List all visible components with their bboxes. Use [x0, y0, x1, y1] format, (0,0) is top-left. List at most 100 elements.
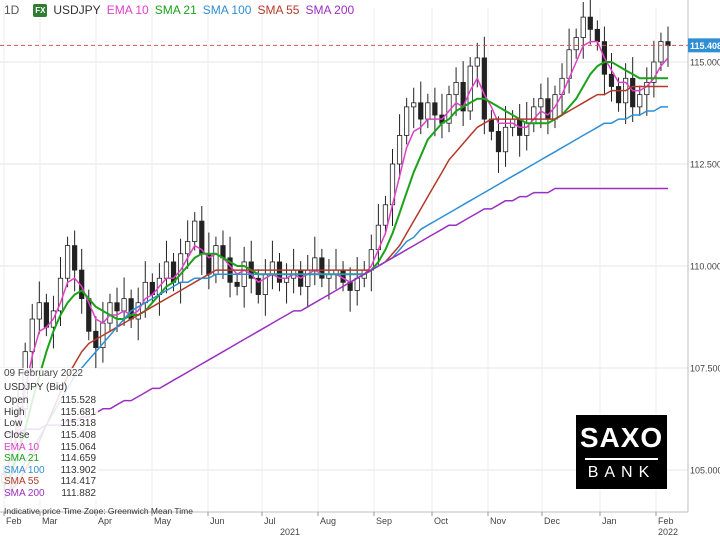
- info-label: Open: [4, 395, 29, 407]
- timeframe-label[interactable]: 1D: [4, 3, 20, 17]
- info-value: 115.528: [60, 395, 96, 407]
- x-tick-label: Oct: [434, 516, 449, 526]
- candle-body: [481, 57, 487, 120]
- candle-body: [460, 82, 466, 112]
- series-line-sma200: [4, 187, 668, 435]
- candle-body: [107, 302, 113, 324]
- info-value: 111.882: [61, 487, 96, 499]
- candle-body: [425, 102, 431, 120]
- info-label: Low: [4, 418, 23, 430]
- candle-body: [594, 28, 600, 43]
- info-value: 114.417: [60, 476, 96, 488]
- info-row-sma55: SMA 55 114.417: [4, 476, 98, 488]
- info-label: SMA 55: [4, 476, 40, 488]
- fx-badge-icon: FX: [33, 3, 48, 17]
- candle-body: [312, 257, 318, 271]
- price-tag-box: [688, 38, 720, 53]
- info-value: 115.681: [60, 406, 96, 418]
- info-row-high: High 115.681: [4, 407, 98, 419]
- indicator-sma200[interactable]: SMA 200: [305, 3, 355, 17]
- x-tick-label: Aug: [320, 516, 336, 526]
- candle-body: [340, 269, 346, 283]
- y-axis: 115.000 112.500 110.000 107.500 105.000: [690, 58, 720, 476]
- info-label: SMA 100: [4, 464, 45, 476]
- x-tick-label: Dec: [544, 516, 561, 526]
- info-value: 115.318: [60, 418, 96, 430]
- candle-body: [72, 245, 78, 271]
- indicator-sma55[interactable]: SMA 55: [257, 3, 300, 17]
- info-value: 115.408: [60, 429, 96, 441]
- indicator-sma21[interactable]: SMA 21: [154, 3, 197, 17]
- candle-body: [432, 102, 438, 116]
- info-row-sma100: SMA 100 113.902: [4, 465, 98, 477]
- candle-body: [276, 261, 283, 283]
- series-line-sma100: [3, 106, 668, 499]
- info-row-open: Open 115.528: [4, 395, 98, 407]
- indicator-lines: [3, 40, 669, 500]
- candle-body: [121, 298, 127, 312]
- candle-body: [29, 318, 35, 353]
- candle-body: [43, 302, 49, 328]
- logo-line2: BANK: [587, 464, 656, 481]
- candlesticks: [1, 0, 671, 496]
- x-year-label: 2021: [280, 527, 300, 536]
- candle-body: [637, 94, 643, 108]
- candle-body: [354, 277, 360, 291]
- info-title: USDJPY (Bid): [4, 381, 68, 393]
- price-tag-text: 115.408: [690, 41, 720, 51]
- x-year-label: 2022: [658, 527, 678, 536]
- x-tick-label: Feb: [658, 516, 674, 526]
- y-tick-label: 107.500: [690, 364, 720, 374]
- y-tick-label: 115.000: [690, 58, 720, 68]
- footnote: Indicative price Time Zone: Greenwich Me…: [4, 506, 193, 516]
- candle-body: [114, 302, 120, 312]
- y-tick-label: 112.500: [690, 160, 720, 170]
- candle-body: [163, 261, 170, 279]
- candle-body: [382, 204, 389, 226]
- info-row-low: Low 115.318: [4, 418, 98, 430]
- candle-body: [234, 281, 240, 287]
- candle-body: [587, 16, 593, 30]
- candle-body: [255, 277, 261, 295]
- candle-body: [474, 57, 480, 67]
- info-label: EMA 10: [4, 441, 40, 453]
- info-panel: 09 February 2022 USDJPY (Bid) Open 115.52…: [0, 368, 98, 500]
- candle-body: [658, 41, 664, 63]
- candle-body: [573, 37, 579, 51]
- chart-header: 1D FX USDJPY EMA 10 SMA 21 SMA 100 SMA 5…: [4, 2, 354, 18]
- logo-line1: SAXO: [579, 422, 664, 453]
- indicator-sma100[interactable]: SMA 100: [202, 3, 252, 17]
- x-tick-label: Mar: [42, 516, 58, 526]
- series-line-sma55: [3, 85, 668, 500]
- candle-body: [396, 135, 403, 165]
- info-row-sma21: SMA 21 114.659: [4, 453, 98, 465]
- info-value: 115.064: [60, 441, 96, 453]
- info-label: High: [4, 406, 25, 418]
- candle-body: [545, 98, 551, 120]
- x-tick-label: Nov: [490, 516, 507, 526]
- y-tick-label: 105.000: [690, 466, 720, 476]
- indicator-ema10[interactable]: EMA 10: [106, 3, 149, 17]
- candle-body: [192, 220, 198, 242]
- info-row-ema10: EMA 10 115.064: [4, 442, 98, 454]
- candle-body: [502, 126, 509, 153]
- info-date: 09 February 2022: [4, 368, 83, 379]
- candle-body: [269, 261, 276, 275]
- candle-body: [418, 102, 424, 120]
- info-label: SMA 200: [4, 487, 45, 499]
- y-tick-label: 110.000: [690, 262, 720, 272]
- candle-body: [608, 73, 615, 87]
- candle-body: [538, 98, 544, 108]
- symbol-label[interactable]: USDJPY: [53, 3, 101, 17]
- logo-divider: [585, 458, 658, 460]
- candle-body: [630, 77, 636, 108]
- x-tick-label: Jul: [264, 516, 276, 526]
- candle-body: [488, 118, 495, 132]
- last-price-line: 115.408: [0, 38, 720, 53]
- x-tick-label: Sep: [376, 516, 392, 526]
- candle-body: [467, 65, 473, 112]
- candle-body: [615, 86, 622, 104]
- x-tick-label: Jan: [602, 516, 617, 526]
- saxo-bank-logo: SAXO BANK: [576, 415, 667, 489]
